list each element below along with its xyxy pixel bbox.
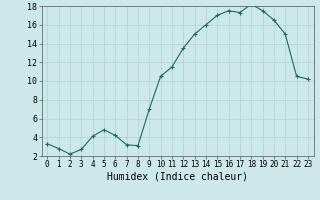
X-axis label: Humidex (Indice chaleur): Humidex (Indice chaleur) (107, 172, 248, 182)
